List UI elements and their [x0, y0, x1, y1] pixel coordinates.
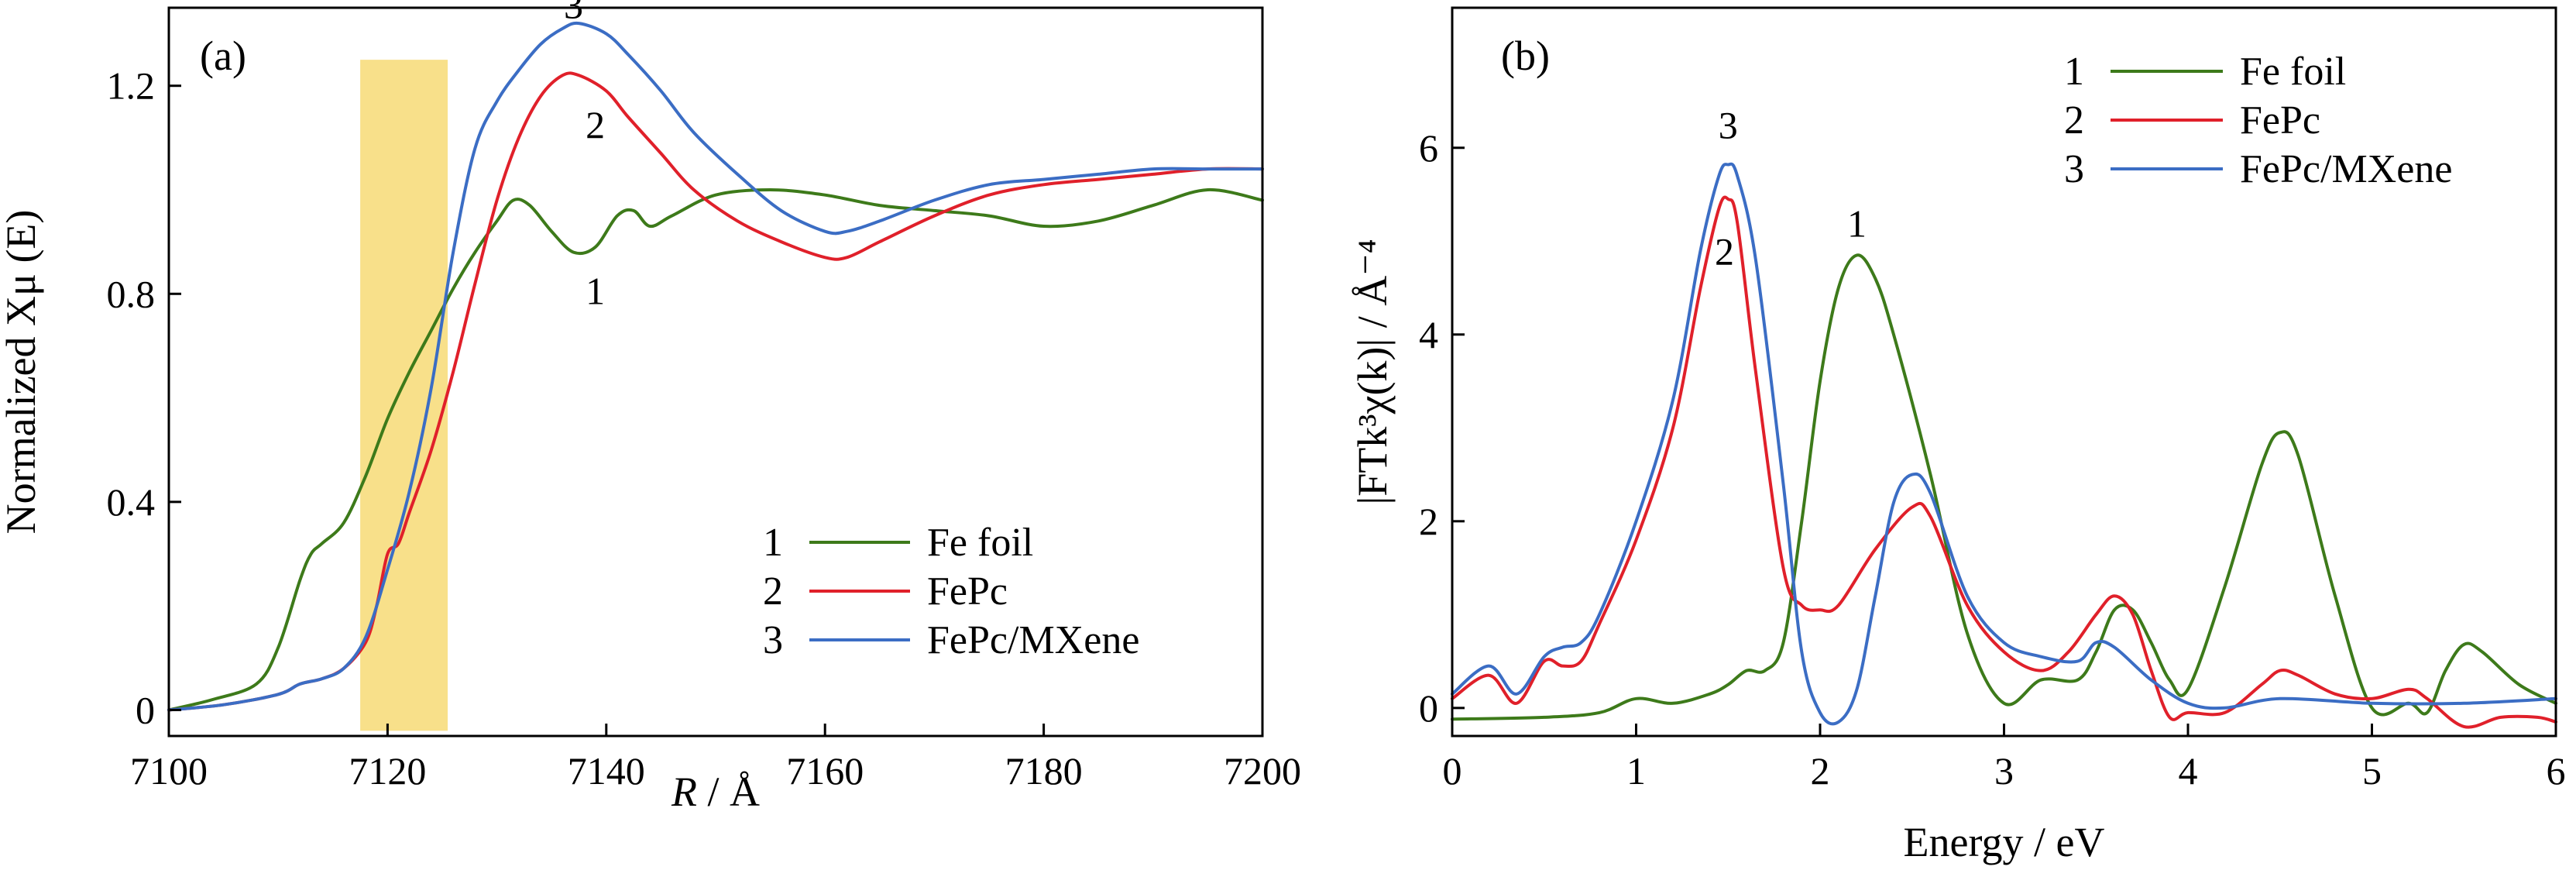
panel-b-x-axis-title: Energy / eV [1904, 819, 2105, 865]
panel-a-legend-number: 3 [763, 618, 783, 662]
panel-a-x-tick-label: 7200 [1224, 749, 1301, 793]
panel-b-legend-label: FePc/MXene [2240, 147, 2452, 191]
panel-b-curve-number-label: 3 [1719, 104, 1738, 147]
panel-a-y-tick-label: 1.2 [107, 64, 156, 108]
panel-b-x-tick-label: 0 [1443, 749, 1462, 793]
panel-b-y-tick-label: 4 [1419, 313, 1438, 356]
panel-a-x-tick-label: 7180 [1005, 749, 1083, 793]
panel-b-x-tick-label: 1 [1626, 749, 1646, 793]
panel-b-series-1-line [1451, 253, 2557, 721]
x-axis-title-unit: / Å [697, 769, 760, 815]
panel-b-legend-number: 2 [2064, 98, 2084, 143]
panel-b-curve-number-label: 1 [1847, 201, 1867, 245]
panel-a-series-3-line [167, 21, 1264, 712]
panel-b-legend-number: 1 [2064, 50, 2084, 94]
panel-a-legend-label: Fe foil [927, 521, 1033, 565]
panel-a-series-1-line [167, 187, 1264, 712]
panel-b-x-tick-label: 5 [2362, 749, 2382, 793]
panel-a-x-tick-label: 7160 [786, 749, 864, 793]
panel-a-x-axis-title: R / Å [671, 769, 760, 815]
panel-a-label: (a) [200, 33, 246, 79]
panel-b-x-tick-label: 6 [2547, 749, 2566, 793]
panel-a-legend-number: 1 [763, 521, 783, 565]
panel-a-x-tick-label: 7140 [568, 749, 645, 793]
panel-b-legend-number: 3 [2064, 147, 2084, 191]
panel-a-chart: 7100 7120 7140 7160 7180 7200 0 0.4 0.8 1.2 (a) R /… [0, 0, 1301, 815]
panel-a-series-2-line [167, 71, 1264, 712]
panel-b-y-tick-label: 6 [1419, 126, 1438, 170]
panel-b-plot-frame [1451, 6, 2557, 738]
panel-a-y-tick-label: 0.8 [107, 272, 156, 315]
panel-a-y-tick-label: 0 [136, 688, 155, 731]
panel-b-x-tick-label: 4 [2179, 749, 2198, 793]
panel-b-y-tick-label: 2 [1419, 500, 1438, 543]
panel-b-series-3-line [1451, 162, 2557, 726]
panel-a-x-tick-label: 7100 [130, 749, 208, 793]
panel-a-legend-label: FePc [927, 569, 1008, 614]
panel-a-y-tick-label: 0.4 [107, 480, 156, 524]
panel-a-legend-label: FePc/MXene [927, 618, 1139, 662]
panel-b-x-tick-label: 2 [1811, 749, 1830, 793]
panel-b-series-2-line [1451, 195, 2557, 729]
panel-a-curve-number-label: 3 [564, 0, 583, 26]
panel-b-legend-label: FePc [2240, 98, 2320, 143]
panel-a-legend-number: 2 [763, 569, 783, 614]
panel-a-curve-number-label: 2 [586, 103, 605, 146]
panel-a-plot-frame [167, 6, 1264, 738]
x-axis-title-symbol: R [671, 769, 697, 815]
panel-a-highlight-band [360, 60, 448, 731]
panel-b-legend-label: Fe foil [2240, 50, 2346, 94]
panel-b-y-axis-title: |FTk³χ(k)| / Å⁻⁴ [1349, 239, 1396, 504]
panel-a-x-tick-label: 7120 [349, 749, 426, 793]
panel-b-x-tick-label: 3 [1994, 749, 2014, 793]
panel-a-curve-number-label: 1 [586, 270, 605, 313]
panel-a-y-axis-title: Normalized Xμ (E) [0, 210, 44, 535]
panel-b-label: (b) [1501, 33, 1550, 79]
panel-b-y-tick-label: 0 [1419, 686, 1438, 730]
panel-b-curve-number-label: 2 [1715, 229, 1734, 273]
